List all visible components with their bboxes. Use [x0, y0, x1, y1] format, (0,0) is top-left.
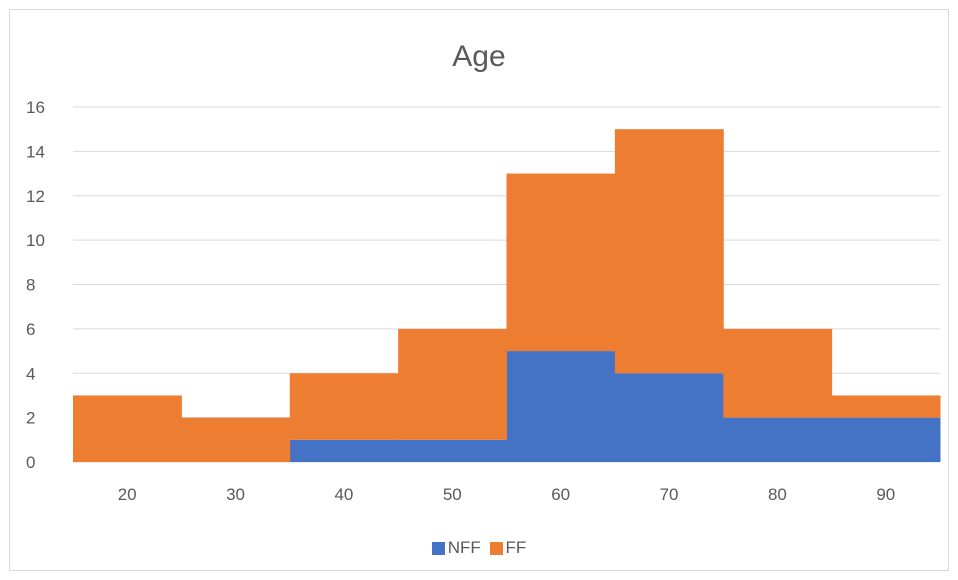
area-segment-ff-80: [723, 328, 833, 418]
y-tick-label-4: 4: [26, 364, 35, 383]
legend-label-ff: FF: [505, 538, 527, 557]
x-tick-label-60: 60: [551, 485, 570, 504]
x-tick-label-20: 20: [118, 485, 137, 504]
area-segment-nff-40: [289, 439, 399, 462]
y-tick-label-16: 16: [26, 98, 45, 117]
area-segment-ff-50: [398, 328, 507, 440]
legend-item-nff: NFF: [431, 538, 481, 558]
area-segment-ff-30: [181, 417, 291, 462]
x-tick-label-80: 80: [768, 485, 787, 504]
legend-swatch-ff: [489, 541, 503, 555]
legend: NFF FF: [0, 538, 958, 560]
area-segment-nff-60: [506, 351, 616, 462]
x-tick-label-30: 30: [226, 485, 245, 504]
area-segment-nff-50: [398, 439, 507, 462]
y-tick-label-12: 12: [26, 187, 45, 206]
area-segment-ff-40: [289, 373, 399, 440]
y-tick-label-10: 10: [26, 231, 45, 250]
chart-frame: [9, 9, 949, 571]
chart-title: Age: [452, 40, 506, 73]
area-segment-nff-80: [723, 417, 833, 462]
area-segment-ff-90: [831, 395, 941, 418]
y-tick-label-2: 2: [26, 409, 35, 428]
y-tick-label-0: 0: [26, 453, 35, 472]
x-tick-label-50: 50: [443, 485, 462, 504]
x-tick-label-70: 70: [660, 485, 679, 504]
legend-swatch-nff: [431, 541, 445, 555]
y-tick-label-6: 6: [26, 320, 35, 339]
x-tick-label-90: 90: [876, 485, 895, 504]
area-segment-nff-90: [831, 417, 941, 462]
y-tick-label-14: 14: [26, 142, 45, 161]
x-tick-label-40: 40: [334, 485, 353, 504]
legend-item-ff: FF: [489, 538, 527, 558]
area-segment-ff-60: [506, 173, 616, 352]
area-segment-ff-70: [614, 129, 724, 374]
legend-label-nff: NFF: [447, 538, 481, 557]
area-segment-nff-70: [614, 373, 724, 462]
y-tick-label-8: 8: [26, 276, 35, 295]
area-segment-ff-20: [73, 395, 182, 462]
